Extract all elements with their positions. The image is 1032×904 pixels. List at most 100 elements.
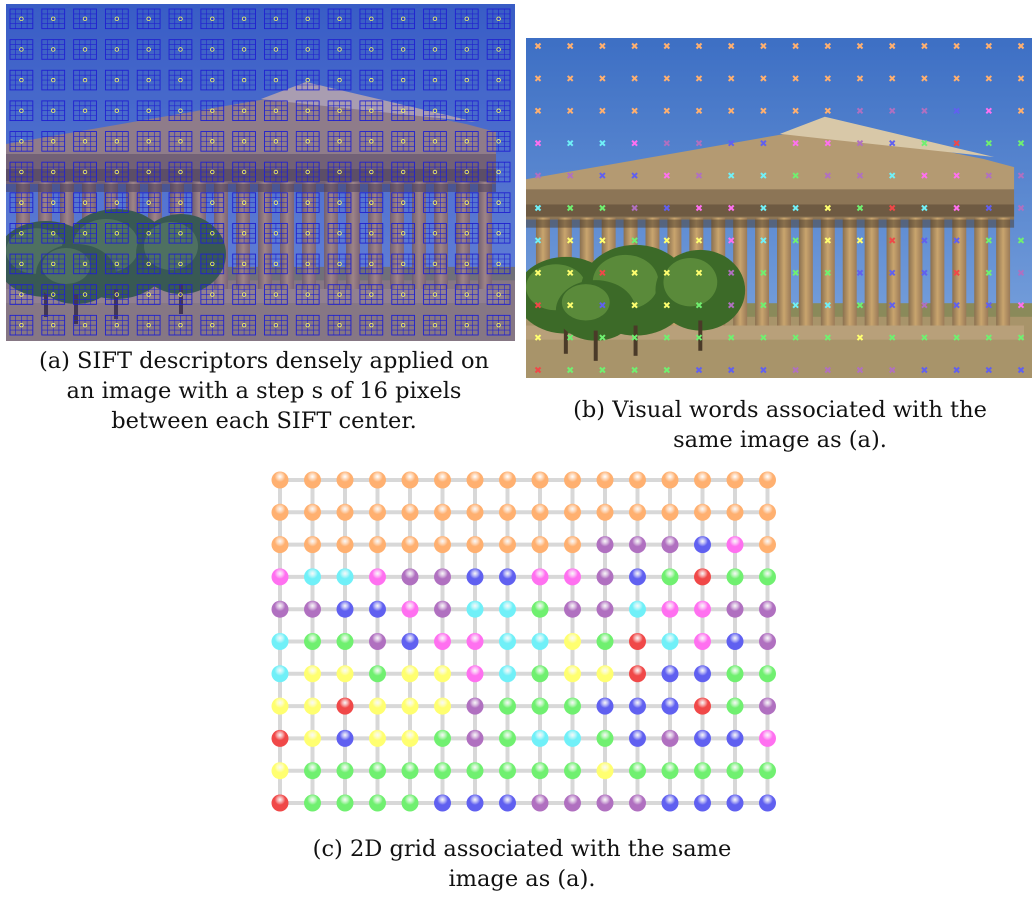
visual-word-marker xyxy=(534,75,542,82)
visual-word-marker xyxy=(792,139,799,147)
sift-descriptor xyxy=(295,8,320,30)
grid-node xyxy=(564,697,581,715)
visual-word-marker xyxy=(760,139,767,147)
caption-b: (b) Visual words associated with the sam… xyxy=(528,395,1032,455)
grid-node xyxy=(499,729,516,747)
visual-word-marker xyxy=(727,269,735,277)
sift-center xyxy=(273,231,279,236)
sift-descriptor xyxy=(327,253,352,275)
sift-center xyxy=(146,292,151,297)
sift-descriptor xyxy=(454,223,479,244)
sift-center xyxy=(464,322,469,328)
sift-descriptor xyxy=(295,39,320,60)
sift-center xyxy=(178,139,183,144)
sift-descriptor xyxy=(264,223,288,244)
sift-center xyxy=(464,292,469,297)
visual-word-marker xyxy=(695,301,703,309)
grid-node xyxy=(694,729,711,747)
caption-b-line-2: same image as (a). xyxy=(673,427,887,453)
grid-node xyxy=(564,633,581,650)
sift-descriptor xyxy=(295,69,320,91)
sift-center xyxy=(305,261,310,267)
visual-word-marker xyxy=(599,75,606,82)
sift-center xyxy=(432,261,438,267)
visual-word-marker xyxy=(727,42,735,50)
grid-node xyxy=(401,633,419,650)
sift-center xyxy=(464,231,469,236)
sift-center xyxy=(464,108,469,113)
visual-word-marker xyxy=(856,301,864,309)
sift-descriptor xyxy=(232,284,256,305)
sift-descriptor xyxy=(454,100,479,121)
visual-word-marker xyxy=(1017,75,1025,82)
sift-center xyxy=(241,292,247,297)
sift-descriptor xyxy=(327,69,352,91)
grid-node xyxy=(369,665,386,683)
sift-descriptor xyxy=(264,161,288,183)
visual-word-marker xyxy=(824,172,832,179)
visual-words-image xyxy=(526,38,1032,378)
grid-node xyxy=(401,794,419,812)
grid-node xyxy=(271,471,289,489)
visual-word-marker xyxy=(824,301,832,309)
sift-descriptor xyxy=(454,69,479,91)
visual-word-marker xyxy=(534,204,542,212)
visual-word-marker xyxy=(856,237,864,244)
sift-descriptor xyxy=(136,39,161,60)
grid-node xyxy=(564,665,581,683)
visual-word-marker xyxy=(727,366,735,374)
sift-descriptor xyxy=(232,161,256,183)
grid-node xyxy=(271,633,289,650)
visual-word-marker xyxy=(534,139,542,147)
visual-word-marker xyxy=(985,269,993,277)
sift-center xyxy=(369,169,374,175)
visual-word-marker xyxy=(888,237,896,244)
visual-word-marker xyxy=(695,172,703,179)
panel-c-grid xyxy=(262,462,782,822)
visual-word-marker xyxy=(695,139,703,147)
grid-node xyxy=(694,697,711,715)
visual-word-marker xyxy=(599,301,606,309)
grid-node xyxy=(304,633,321,650)
sift-descriptor xyxy=(359,284,384,305)
sift-descriptor xyxy=(454,161,479,183)
sift-descriptor xyxy=(9,314,34,336)
sift-descriptor xyxy=(486,253,511,275)
sift-center xyxy=(19,231,24,236)
sift-descriptor xyxy=(486,314,511,336)
grid-node xyxy=(336,471,354,489)
visual-word-marker xyxy=(953,42,960,50)
sift-descriptor xyxy=(168,314,193,336)
sift-center xyxy=(400,322,406,328)
sift-center xyxy=(82,169,88,175)
sift-descriptor xyxy=(9,39,34,60)
caption-a-line-2: an image with a step s of 16 pixels xyxy=(66,378,462,404)
grid-node xyxy=(564,471,581,489)
visual-word-marker xyxy=(566,366,574,374)
sift-center xyxy=(19,261,24,267)
sift-center xyxy=(19,77,24,83)
visual-word-marker xyxy=(1017,139,1025,147)
sift-descriptor xyxy=(73,100,97,121)
grid-node xyxy=(369,536,386,554)
grid-node xyxy=(369,568,386,586)
grid-node xyxy=(304,729,321,747)
visual-word-marker xyxy=(663,172,671,179)
visual-word-marker xyxy=(760,42,767,50)
sift-descriptor xyxy=(136,131,161,152)
sift-descriptor xyxy=(104,192,129,213)
sift-center xyxy=(432,16,438,22)
sift-center xyxy=(241,108,247,113)
grid-node xyxy=(531,536,549,554)
sift-center xyxy=(51,139,56,144)
visual-word-marker xyxy=(792,366,799,374)
sift-center xyxy=(305,139,310,144)
grid-node xyxy=(596,568,614,586)
visual-word-marker xyxy=(856,204,864,212)
sift-descriptor xyxy=(391,8,416,30)
visual-word-marker xyxy=(792,172,799,179)
visual-word-marker xyxy=(888,334,896,341)
grid-node xyxy=(336,600,354,618)
sift-descriptor xyxy=(359,223,384,244)
grid-node xyxy=(336,729,354,747)
